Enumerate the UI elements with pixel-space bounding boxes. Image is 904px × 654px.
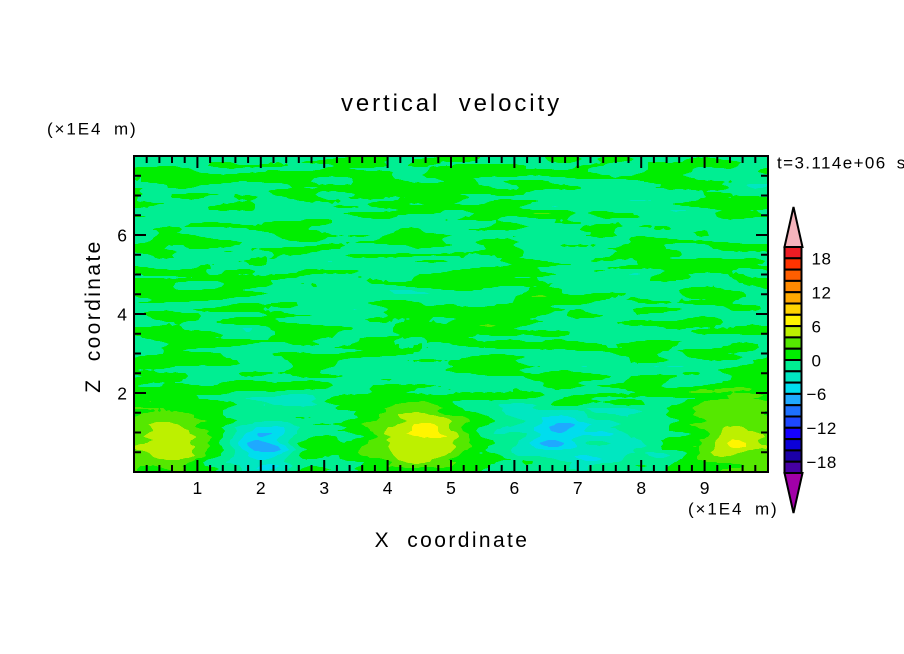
svg-text:−12: −12 [807, 419, 837, 438]
svg-text:4: 4 [383, 478, 393, 498]
svg-text:2: 2 [117, 383, 127, 403]
svg-text:vertical velocity: vertical velocity [341, 90, 562, 117]
svg-text:12: 12 [812, 284, 832, 303]
svg-text:8: 8 [636, 478, 646, 498]
svg-text:−18: −18 [807, 453, 837, 472]
svg-text:0: 0 [812, 351, 822, 370]
svg-text:4: 4 [117, 304, 127, 324]
svg-text:Z coordinate: Z coordinate [82, 239, 105, 393]
svg-text:6: 6 [510, 478, 520, 498]
svg-text:X coordinate: X coordinate [375, 529, 530, 552]
svg-text:5: 5 [446, 478, 456, 498]
svg-text:9: 9 [700, 478, 710, 498]
svg-text:2: 2 [256, 478, 266, 498]
svg-text:18: 18 [812, 250, 832, 269]
svg-text:t=3.114e+06 s: t=3.114e+06 s [777, 154, 904, 173]
svg-text:6: 6 [812, 317, 822, 336]
svg-text:3: 3 [319, 478, 329, 498]
svg-text:1: 1 [193, 478, 203, 498]
svg-text:(×1E4 m): (×1E4 m) [688, 500, 779, 519]
svg-text:(×1E4 m): (×1E4 m) [47, 120, 138, 139]
svg-text:−6: −6 [807, 385, 827, 404]
svg-text:7: 7 [573, 478, 583, 498]
svg-text:6: 6 [117, 225, 127, 245]
